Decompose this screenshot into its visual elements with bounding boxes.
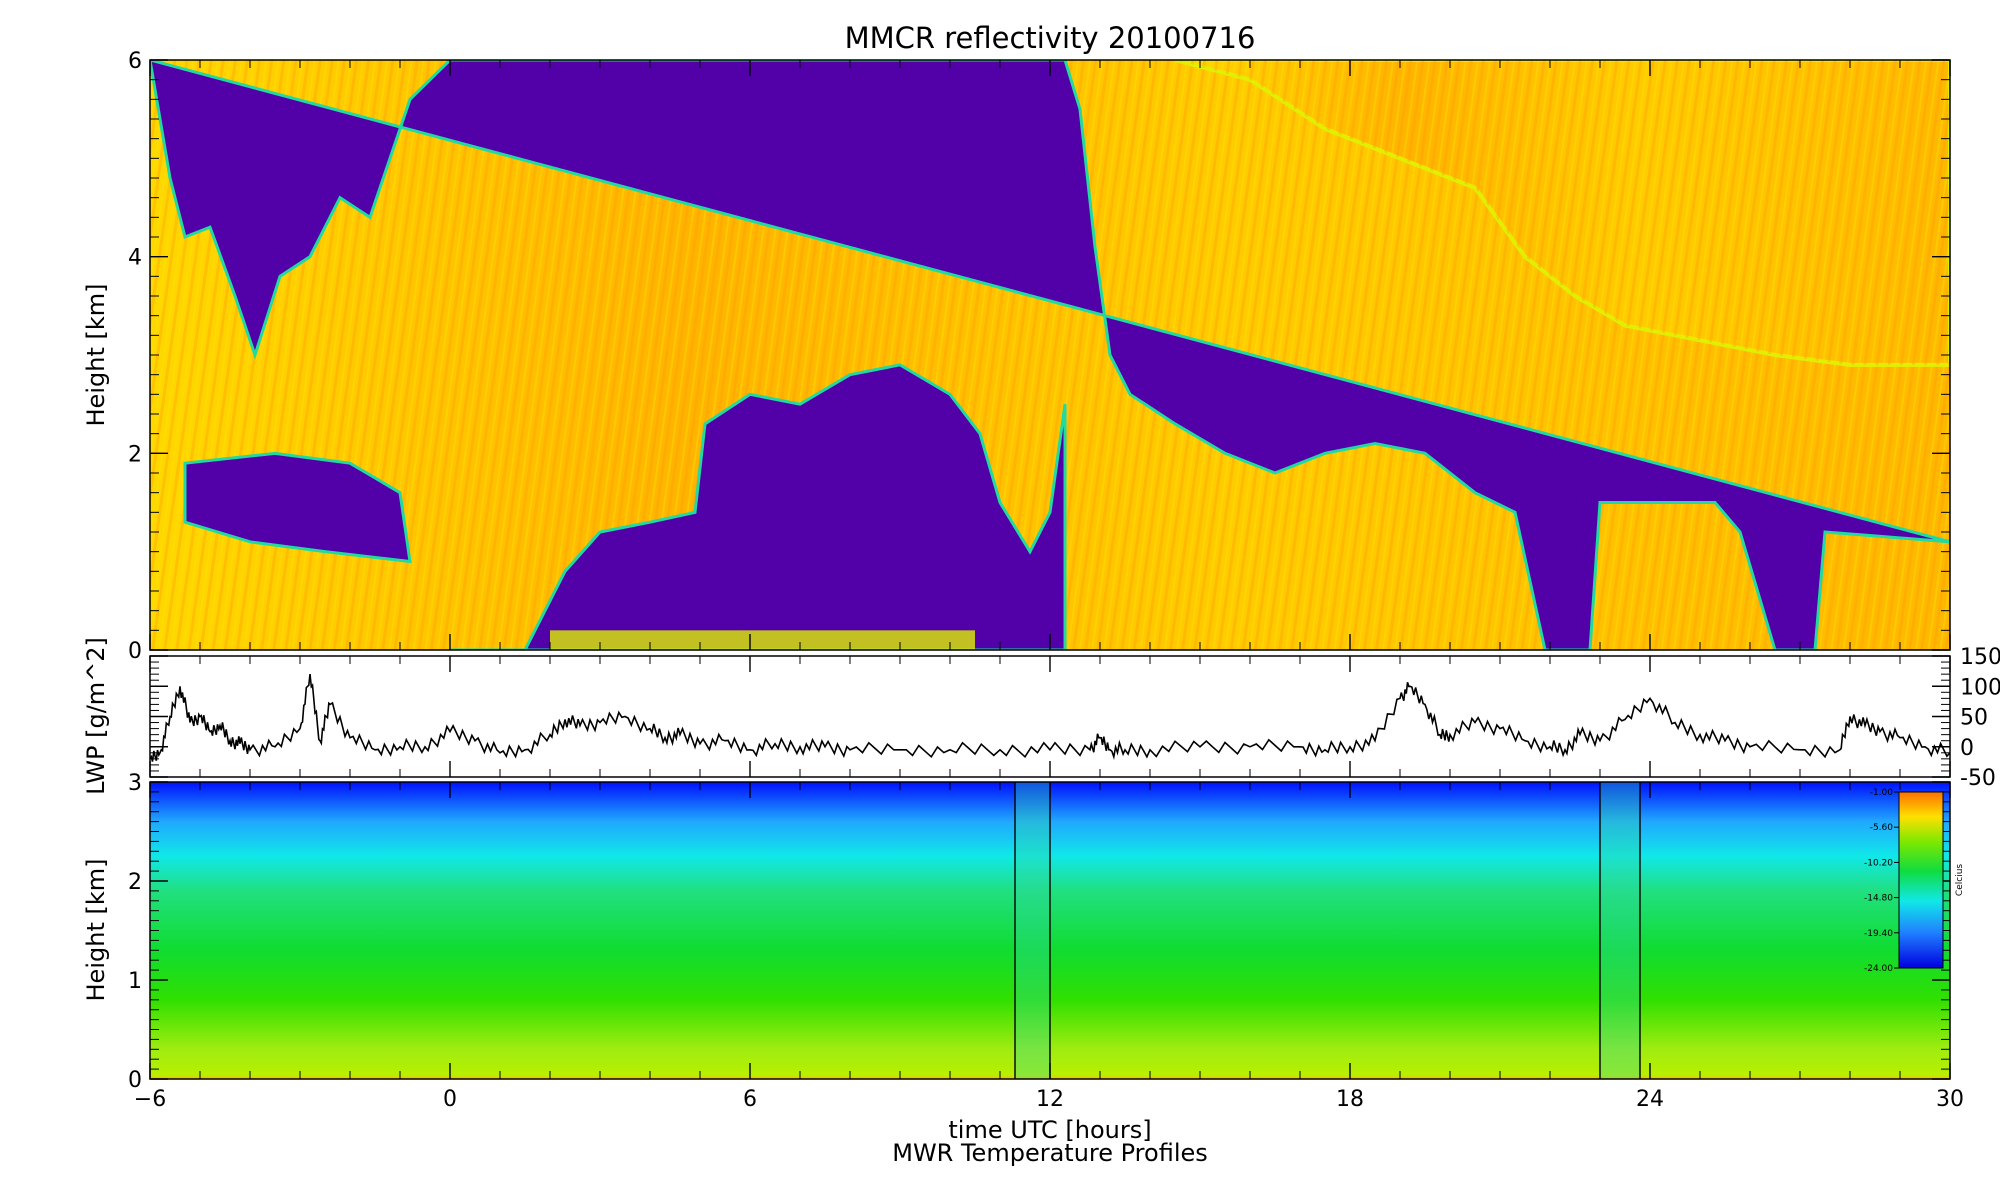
x-tick-label: 12 bbox=[1036, 1087, 1064, 1112]
clear-gap-region bbox=[450, 363, 1067, 650]
x-axis-label: time UTC [hours] bbox=[948, 1116, 1151, 1144]
reflectivity-ylabel: Height [km] bbox=[82, 284, 110, 427]
y-tick-label: 150 bbox=[1960, 645, 2000, 670]
colorbar-label: Celcius bbox=[1955, 864, 1965, 896]
x-tick-label: 18 bbox=[1336, 1087, 1364, 1112]
y-tick-label: 2 bbox=[128, 442, 142, 467]
temperature-panel bbox=[150, 782, 1950, 1079]
x-tick-label: 30 bbox=[1936, 1087, 1964, 1112]
y-tick-label: 1 bbox=[128, 969, 142, 994]
colorbar-tick-label: -1.00 bbox=[1870, 788, 1894, 798]
colorbar-tick-label: -24.00 bbox=[1864, 964, 1893, 974]
upper-cloud-streaks bbox=[1175, 60, 1950, 365]
data-gap-band bbox=[1600, 782, 1640, 1079]
colorbar: -1.00 -5.60 -10.20 -14.80 -19.40 -24.00 Celci… bbox=[1864, 788, 1965, 974]
colorbar-tick-label: -19.40 bbox=[1864, 929, 1893, 939]
y-tick-label: 4 bbox=[128, 246, 142, 271]
y-tick-label: 3 bbox=[128, 771, 142, 796]
y-tick-label: 6 bbox=[128, 49, 142, 74]
y-tick-label: -50 bbox=[1960, 766, 1996, 791]
colorbar-tick-label: -10.20 bbox=[1864, 858, 1893, 868]
chart-title: MMCR reflectivity 20100716 bbox=[845, 21, 1256, 55]
lwp-line bbox=[150, 674, 1950, 762]
y-tick-label: 0 bbox=[1960, 736, 1974, 761]
low-level-echo bbox=[550, 630, 975, 650]
y-tick-label: 50 bbox=[1960, 706, 1988, 731]
lwp-plot-frame bbox=[149, 655, 1951, 778]
reflectivity-panel bbox=[150, 60, 1950, 650]
bottom-subtitle: MWR Temperature Profiles bbox=[892, 1139, 1208, 1167]
lwp-ylabel: LWP [g/m^2] bbox=[82, 637, 110, 795]
clear-air-region bbox=[150, 60, 1950, 650]
y-tick-label: 0 bbox=[128, 639, 142, 664]
y-tick-label: 100 bbox=[1960, 675, 2000, 700]
x-tick-label: 0 bbox=[443, 1087, 457, 1112]
y-tick-label: 2 bbox=[128, 870, 142, 895]
colorbar-tick-label: -5.60 bbox=[1870, 823, 1894, 833]
lwp-panel bbox=[150, 674, 1950, 762]
colorbar-tick-label: -14.80 bbox=[1864, 894, 1893, 904]
data-gap-band bbox=[1015, 782, 1050, 1079]
x-tick-label: 24 bbox=[1636, 1087, 1664, 1112]
colorbar-gradient bbox=[1898, 791, 1944, 969]
y-tick-label: 0 bbox=[128, 1068, 142, 1093]
left-clear-pocket bbox=[183, 451, 412, 564]
temperature-ylabel: Height [km] bbox=[82, 859, 110, 1002]
x-tick-label: −6 bbox=[134, 1087, 166, 1112]
x-tick-label: 6 bbox=[743, 1087, 757, 1112]
